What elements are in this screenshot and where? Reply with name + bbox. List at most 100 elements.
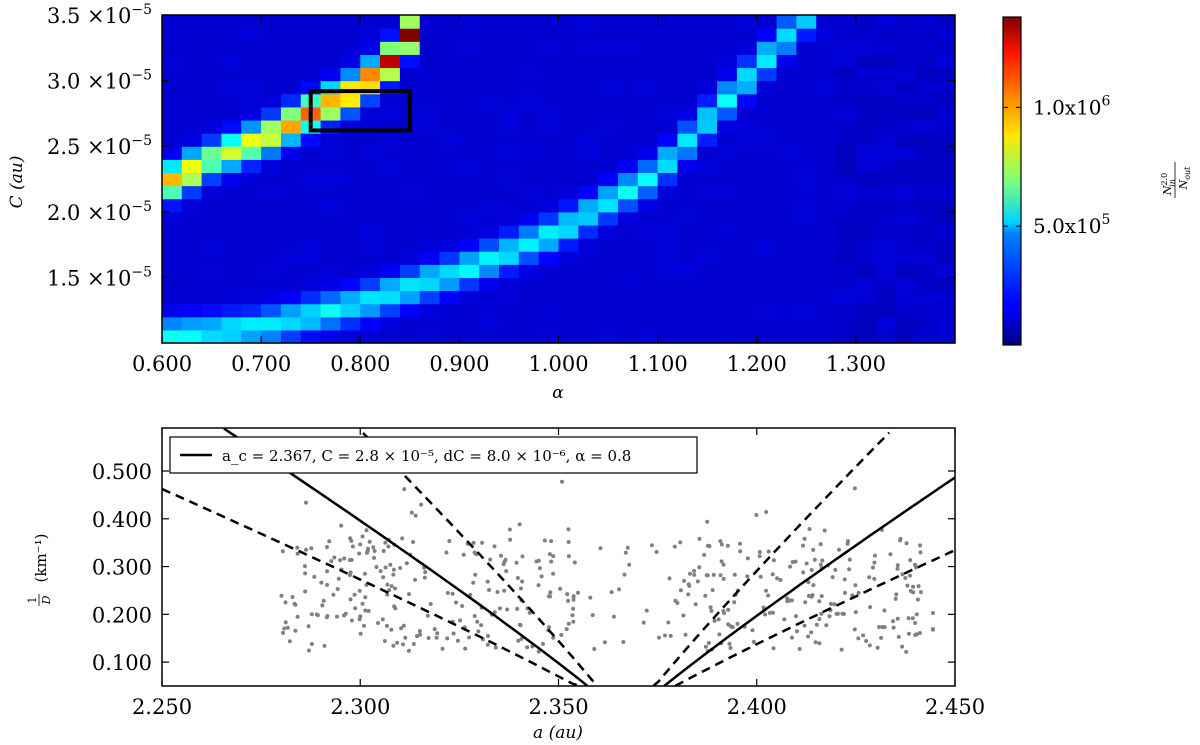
heatmap-cell [578,329,599,344]
heatmap-cell [459,41,480,55]
heatmap-cell [399,28,421,42]
scatter-point [835,611,840,616]
scatter-point [726,622,731,627]
scatter-point [872,576,877,581]
heatmap-cell [776,277,797,292]
scatter-point [712,618,717,623]
heatmap-cell [181,264,203,278]
scatter-point [471,540,476,545]
heatmap-cell [816,28,837,42]
scatter-point [592,647,597,651]
heatmap-cell [637,316,659,331]
scatter-point [303,571,308,576]
scatter-point [357,588,362,593]
scatter-x-tick-label: 2.400 [727,695,787,719]
heatmap-cell [836,303,857,318]
scatter-y-axis: 0.100 0.200 0.300 0.400 0.500 [92,460,955,675]
scatter-point [725,543,730,548]
heatmap-cell [459,28,480,42]
heatmap-cell [419,329,441,344]
scatter-point [381,575,386,580]
heatmap-cell [181,198,203,213]
heatmap-cell [935,172,956,187]
heatmap-cell [360,67,381,82]
heatmap-cell [340,329,361,344]
heatmap-cell [340,146,361,160]
heatmap-cell [836,172,857,187]
heatmap-cell [280,185,302,200]
scatter-point [565,592,570,597]
heatmap-cell [717,264,738,278]
scatter-point [782,617,787,622]
heatmap-cell [538,316,560,331]
heatmap-cell [201,106,223,121]
heatmap-cell [162,277,183,292]
heatmap-cell [855,264,877,278]
heatmap-cell [736,54,758,69]
heatmap-cell [360,28,381,42]
heatmap-y-tick-label: 3.5 ×10−5 [47,2,152,28]
heatmap-cell [162,93,183,108]
heatmap-cell [201,67,223,82]
heatmap-cell [558,198,579,213]
heatmap-cell [657,316,679,331]
scatter-point [302,564,307,569]
heatmap-cell [499,80,520,95]
heatmap-cell [677,159,698,174]
heatmap-cell [261,316,282,331]
heatmap-cell [836,290,857,305]
heatmap-cell [479,146,500,160]
heatmap-cell [399,303,421,318]
heatmap-cell [518,106,540,121]
scatter-point [571,594,576,599]
heatmap-cell [895,316,916,331]
heatmap-cell [399,54,421,69]
heatmap-cell [499,303,520,318]
heatmap-cell [518,80,540,95]
scatter-point [913,621,918,625]
heatmap-cell [360,277,381,292]
heatmap-cell [518,28,540,42]
scatter-point [827,614,832,619]
heatmap-cell [221,119,242,134]
heatmap-cell [399,316,421,331]
heatmap-cell [241,15,262,29]
heatmap-cell [241,224,262,239]
heatmap-cell [360,185,381,200]
heatmap-cell [241,119,262,134]
heatmap-cell [875,211,897,226]
scatter-point [450,591,455,596]
heatmap-cell [241,303,262,318]
scatter-point [367,539,372,544]
heatmap-cell [162,329,183,344]
scatter-point [879,635,884,640]
scatter-point [771,610,775,615]
heatmap-cell [518,198,540,213]
heatmap-cell [875,106,897,121]
scatter-point [307,648,311,653]
scatter-point [434,635,439,640]
scatter-point [906,616,911,621]
heatmap-cell [280,159,302,174]
heatmap-cell [895,93,916,108]
heatmap-cell [300,290,322,305]
heatmap-cell [796,277,817,292]
scatter-point [495,590,500,594]
scatter-point [566,540,571,544]
scatter-point [335,614,339,619]
heatmap-cell [836,185,857,200]
scatter-y-label: 1 D (km⁻¹) [26,534,53,606]
heatmap-cell [776,198,797,213]
heatmap-cell [598,277,619,292]
scatter-point [745,556,750,561]
scatter-point [903,576,908,580]
heatmap-cell [439,329,460,344]
heatmap-cell [241,264,262,278]
scatter-point [551,635,556,640]
scatter-x-tick-label: 2.250 [132,695,192,719]
heatmap-cell [915,303,936,318]
scatter-point [681,613,686,618]
scatter-point [801,570,806,575]
scatter-point [285,625,290,630]
heatmap-cell [717,67,738,82]
